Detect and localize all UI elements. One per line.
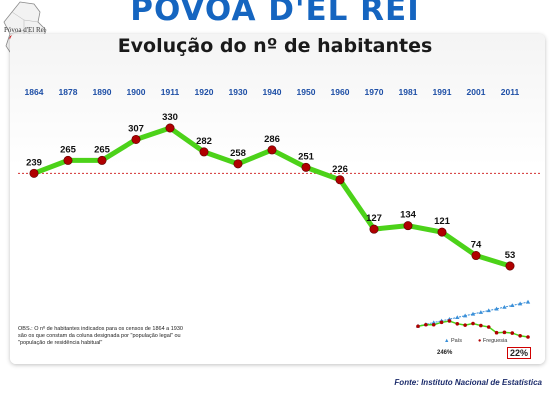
x-tick-label: 1911 bbox=[161, 87, 180, 97]
inset-parish-marker bbox=[416, 324, 420, 329]
data-point bbox=[63, 155, 73, 165]
x-tick-label: 1890 bbox=[93, 87, 112, 97]
x-tick-label: 1940 bbox=[263, 87, 282, 97]
country-percent: 246% bbox=[437, 350, 453, 356]
inset-country-marker bbox=[455, 315, 460, 320]
inset-parish-marker bbox=[424, 322, 428, 327]
inset-country-line bbox=[417, 301, 529, 327]
data-point bbox=[335, 175, 345, 185]
x-tick-label: 2001 bbox=[467, 87, 486, 97]
chart-panel bbox=[10, 34, 545, 364]
data-point bbox=[131, 134, 141, 144]
data-point bbox=[301, 162, 311, 172]
note-text: OBS.: O nº de habitantes indicados para … bbox=[18, 326, 183, 346]
inset-country-marker bbox=[462, 313, 468, 318]
source-text: Fonte: Instituto Nacional de Estatística bbox=[394, 378, 542, 387]
data-label: 265 bbox=[60, 144, 77, 155]
data-point bbox=[505, 261, 515, 271]
data-label: 226 bbox=[332, 164, 348, 175]
data-label: 258 bbox=[230, 148, 246, 159]
data-point bbox=[267, 145, 277, 155]
inset-parish-marker bbox=[494, 330, 499, 335]
x-tick-label: 1920 bbox=[195, 87, 214, 97]
map-label: Póvoa d'El Rei bbox=[4, 26, 46, 34]
data-label: 251 bbox=[298, 151, 315, 162]
page-title: PÓVOA D'EL REI bbox=[130, 0, 420, 28]
data-label: 307 bbox=[128, 123, 144, 134]
inset-country-marker bbox=[510, 303, 515, 308]
data-label: 286 bbox=[264, 134, 280, 145]
x-tick-label: 1878 bbox=[59, 87, 78, 97]
inset-parish-marker bbox=[431, 322, 436, 327]
inset-parish-marker bbox=[479, 323, 483, 328]
inset-country-marker bbox=[517, 301, 523, 306]
data-label: 127 bbox=[366, 213, 382, 224]
x-tick-label: 1981 bbox=[399, 87, 418, 97]
inset-parish-marker bbox=[486, 325, 491, 329]
inset-parish-marker bbox=[518, 333, 522, 338]
x-tick-label: 1991 bbox=[433, 87, 452, 97]
data-point bbox=[369, 224, 379, 234]
inset-parish-marker bbox=[502, 330, 507, 335]
data-point bbox=[199, 147, 209, 157]
inset-parish-marker bbox=[463, 323, 467, 327]
inset-country-marker bbox=[502, 304, 507, 309]
chart-title: Evolução do nº de habitantes bbox=[117, 35, 433, 57]
x-tick-label: 2011 bbox=[501, 87, 520, 97]
data-point bbox=[165, 123, 175, 133]
x-tick-label: 1970 bbox=[365, 87, 384, 97]
inset-country-marker bbox=[494, 306, 499, 311]
data-label: 265 bbox=[94, 144, 111, 155]
inset-country-marker bbox=[470, 311, 476, 316]
data-point bbox=[97, 155, 107, 165]
inset-parish-marker bbox=[447, 319, 452, 323]
data-label: 330 bbox=[162, 112, 178, 123]
data-label: 282 bbox=[196, 136, 212, 147]
parish-percent-badge: 22% bbox=[507, 347, 532, 359]
data-label: 134 bbox=[400, 210, 417, 221]
data-label: 121 bbox=[434, 216, 451, 227]
inset-country-marker bbox=[431, 320, 436, 325]
inset-legend-parish: ● Freguesia bbox=[478, 338, 508, 344]
data-point bbox=[233, 159, 243, 169]
data-label: 53 bbox=[505, 250, 516, 261]
x-tick-label: 1950 bbox=[297, 87, 316, 97]
x-tick-label: 1930 bbox=[229, 87, 248, 97]
data-point bbox=[471, 251, 481, 261]
x-tick-label: 1900 bbox=[127, 87, 146, 97]
inset-legend-country: ▲ País bbox=[444, 338, 462, 344]
x-tick-label: 1864 bbox=[25, 87, 44, 97]
inset-parish-marker bbox=[455, 321, 460, 326]
inset-parish-marker bbox=[526, 335, 530, 339]
inset-country-marker bbox=[486, 308, 491, 313]
inset-country-marker bbox=[525, 299, 531, 304]
inset-parish-marker bbox=[439, 320, 444, 325]
inset-parish-marker bbox=[471, 321, 475, 326]
data-point bbox=[437, 227, 447, 237]
inset-parish-marker bbox=[510, 331, 515, 335]
data-label: 239 bbox=[26, 157, 42, 168]
data-point bbox=[29, 168, 39, 178]
data-label: 74 bbox=[471, 240, 482, 251]
inset-country-marker bbox=[478, 310, 484, 314]
x-tick-label: 1960 bbox=[331, 87, 350, 97]
data-point bbox=[403, 221, 413, 231]
